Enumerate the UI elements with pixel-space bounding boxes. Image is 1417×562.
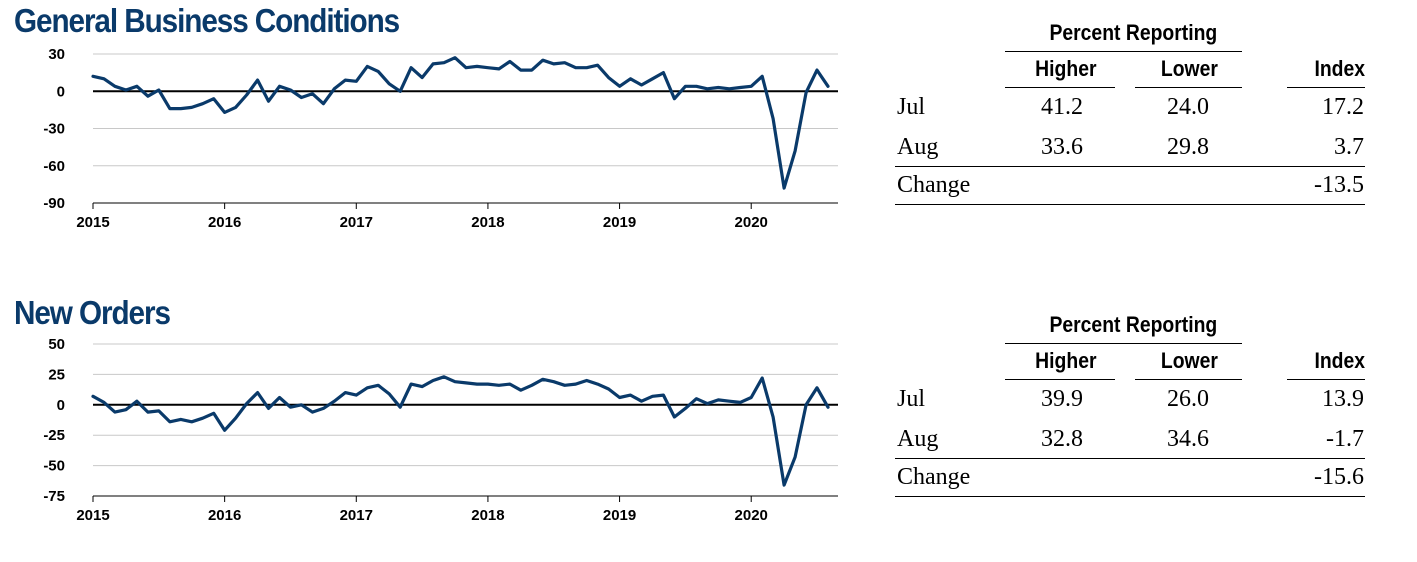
x-tick-label: 2019 (603, 507, 636, 524)
general-business-conditions-table: Percent Reporting Higher Lower Index Jul… (895, 0, 1395, 270)
change-index: -13.5 (1314, 172, 1364, 198)
change-index: -15.6 (1314, 464, 1364, 490)
table-group-header: Percent Reporting (1049, 312, 1218, 337)
x-tick-label: 2015 (76, 507, 109, 524)
col-header-index: Index (1314, 348, 1366, 373)
chart-title: General Business Conditions (14, 2, 400, 39)
new-orders-chart: 50 25 0 -25 -50 -75 2015 2016 2017 2018 2019 2020 (43, 336, 838, 524)
row-label-change: Change (897, 172, 971, 198)
change-top-rule (895, 166, 1365, 167)
y-tick-label: -50 (43, 458, 65, 475)
y-tick-label: -90 (43, 195, 65, 212)
col-header-index: Index (1314, 56, 1366, 81)
row-label-aug: Aug (897, 134, 939, 160)
x-tick-label: 2015 (76, 214, 109, 231)
group-header-rule (1005, 343, 1242, 344)
y-tick-label: 0 (57, 397, 65, 414)
col-header-lower: Lower (1160, 56, 1218, 81)
aug-higher: 32.8 (1041, 426, 1083, 452)
change-top-rule (895, 458, 1365, 459)
x-tick-label: 2018 (471, 507, 504, 524)
aug-lower: 29.8 (1167, 134, 1209, 160)
series-line (91, 56, 830, 190)
col-header-higher: Higher (1035, 348, 1097, 373)
group-header-rule (1005, 51, 1242, 52)
y-tick-label: 25 (48, 366, 65, 383)
y-tick-label: -25 (43, 427, 65, 444)
jul-index: 17.2 (1322, 94, 1364, 120)
row-label-change: Change (897, 464, 971, 490)
y-tick-label: 0 (57, 83, 65, 100)
aug-index: 3.7 (1334, 134, 1364, 160)
x-tick-label: 2016 (208, 214, 241, 231)
jul-index: 13.9 (1322, 386, 1364, 412)
col-header-higher: Higher (1035, 56, 1097, 81)
index-rule (1287, 379, 1365, 380)
aug-higher: 33.6 (1041, 134, 1083, 160)
chart-title: New Orders (14, 294, 171, 331)
x-tick-label: 2016 (208, 507, 241, 524)
x-tick-label: 2017 (340, 507, 373, 524)
y-tick-label: -75 (43, 488, 65, 505)
table-group-header: Percent Reporting (1049, 20, 1218, 45)
jul-higher: 39.9 (1041, 386, 1083, 412)
y-tick-label: 30 (48, 46, 65, 63)
higher-rule (1005, 87, 1115, 88)
general-business-conditions-chart: 30 0 -30 -60 -90 2015 2016 2017 2018 2019 2020 (43, 46, 838, 231)
new-orders-table: Percent Reporting Higher Lower Index Jul… (895, 292, 1395, 562)
change-bottom-rule (895, 204, 1365, 205)
x-tick-label: 2019 (603, 214, 636, 231)
y-tick-label: -60 (43, 158, 65, 175)
x-tick-label: 2020 (735, 214, 768, 231)
col-header-lower: Lower (1160, 348, 1218, 373)
jul-lower: 24.0 (1167, 94, 1209, 120)
lower-rule (1135, 379, 1242, 380)
y-tick-label: -30 (43, 121, 65, 138)
jul-lower: 26.0 (1167, 386, 1209, 412)
higher-rule (1005, 379, 1115, 380)
aug-lower: 34.6 (1167, 426, 1209, 452)
row-label-jul: Jul (897, 94, 926, 120)
aug-index: -1.7 (1326, 426, 1364, 452)
lower-rule (1135, 87, 1242, 88)
jul-higher: 41.2 (1041, 94, 1083, 120)
series-line (91, 375, 830, 487)
row-label-jul: Jul (897, 386, 926, 412)
general-business-conditions-panel: General Business Conditions 30 0 -30 -60 -90… (0, 0, 1417, 270)
x-tick-label: 2020 (735, 507, 768, 524)
new-orders-panel: New Orders 50 25 0 -25 -50 -75 2015 2016 2017 201… (0, 292, 1417, 562)
index-rule (1287, 87, 1365, 88)
change-bottom-rule (895, 496, 1365, 497)
x-tick-label: 2017 (340, 214, 373, 231)
row-label-aug: Aug (897, 426, 939, 452)
x-tick-label: 2018 (471, 214, 504, 231)
y-tick-label: 50 (48, 336, 65, 353)
